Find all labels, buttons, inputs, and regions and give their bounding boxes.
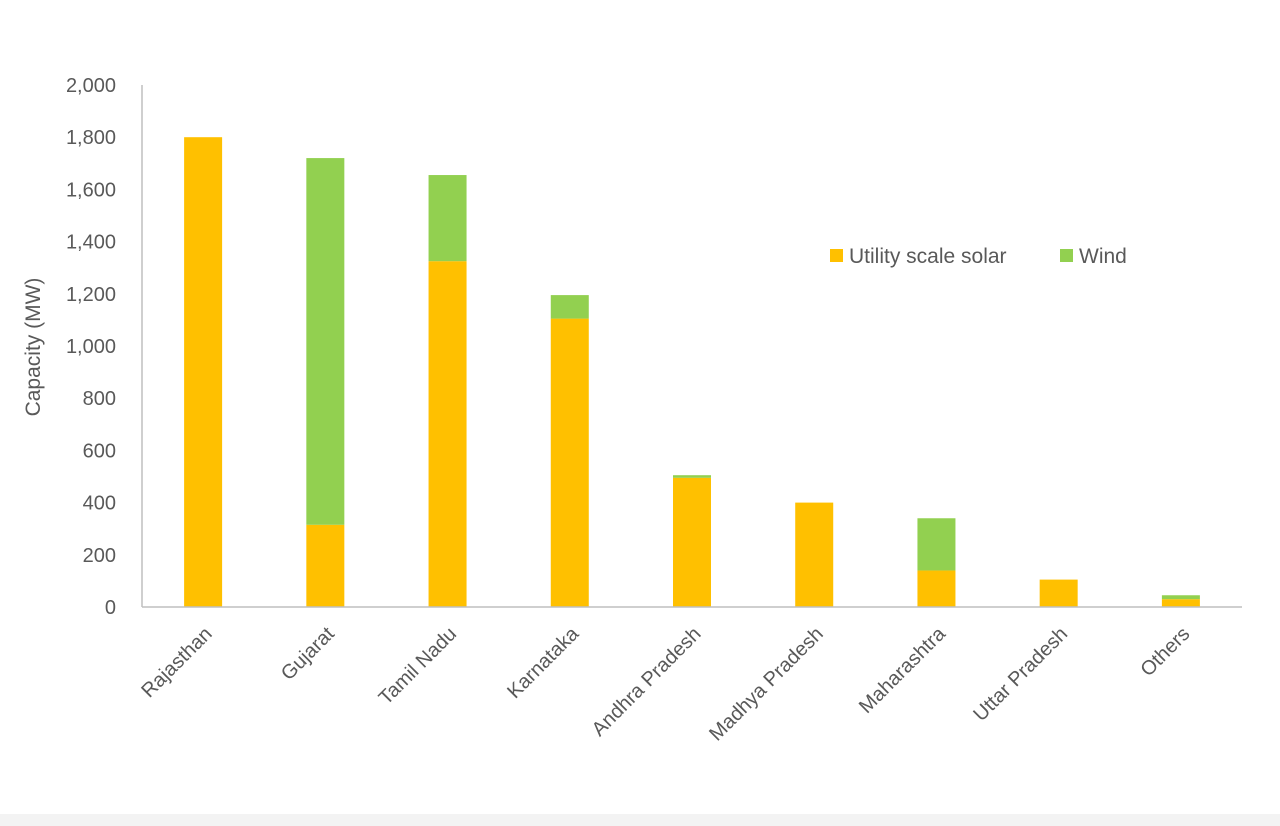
y-tick-label: 800 [83,388,116,410]
y-tick-label: 1,200 [66,284,116,306]
y-tick-label: 1,800 [66,127,116,149]
x-tick-label: Gujarat [277,623,339,685]
legend-label: Utility scale solar [849,245,1007,268]
bar-utility-scale-solar [795,502,834,607]
bar-utility-scale-solar [673,477,711,607]
y-axis-ticks: 0 200 400 600 800 1,000 1,200 1,400 1,600 1,800 2,… [66,75,116,619]
bar-utility-scale-solar [306,524,345,607]
bar-utility-scale-solar [1161,599,1200,607]
x-tick-label: Uttar Pradesh [969,623,1072,726]
legend-swatch [830,249,843,262]
y-tick-label: 1,400 [66,232,116,254]
x-tick-label: Rajasthan [137,623,216,702]
y-tick-label: 2,000 [66,75,116,97]
bar-utility-scale-solar [550,318,589,607]
x-tick-label: Tamil Nadu [375,623,461,709]
legend-swatch [1060,249,1073,262]
y-tick-label: 600 [83,440,116,462]
x-tick-label: Andhra Pradesh [588,623,706,741]
legend-label: Wind [1079,245,1127,268]
x-tick-label: Madhya Pradesh [705,623,827,745]
y-tick-label: 200 [83,545,116,567]
y-tick-label: 0 [105,597,116,619]
bars-group [184,137,1200,607]
bar-wind [917,518,956,571]
x-tick-label: Maharashtra [855,622,951,718]
bar-utility-scale-solar [917,570,956,607]
bar-utility-scale-solar [428,261,467,607]
bar-wind [1161,595,1200,600]
x-tick-label: Karnataka [503,622,584,703]
y-tick-label: 1,000 [66,336,116,358]
bar-wind [428,175,467,262]
bar-utility-scale-solar [1039,579,1078,607]
bar-wind [550,295,589,319]
bottom-strip [0,814,1280,826]
bar-wind [306,158,345,525]
bar-utility-scale-solar [184,137,223,607]
y-tick-label: 1,600 [66,179,116,201]
bar-wind [673,475,711,478]
y-tick-label: 400 [83,493,116,515]
legend: Utility scale solar Wind [830,245,1127,268]
x-tick-label: Others [1136,623,1194,681]
x-axis-ticks: Rajasthan Gujarat Tamil Nadu Karnataka Andhr… [137,622,1194,745]
y-axis-title: Capacity (MW) [22,278,45,417]
